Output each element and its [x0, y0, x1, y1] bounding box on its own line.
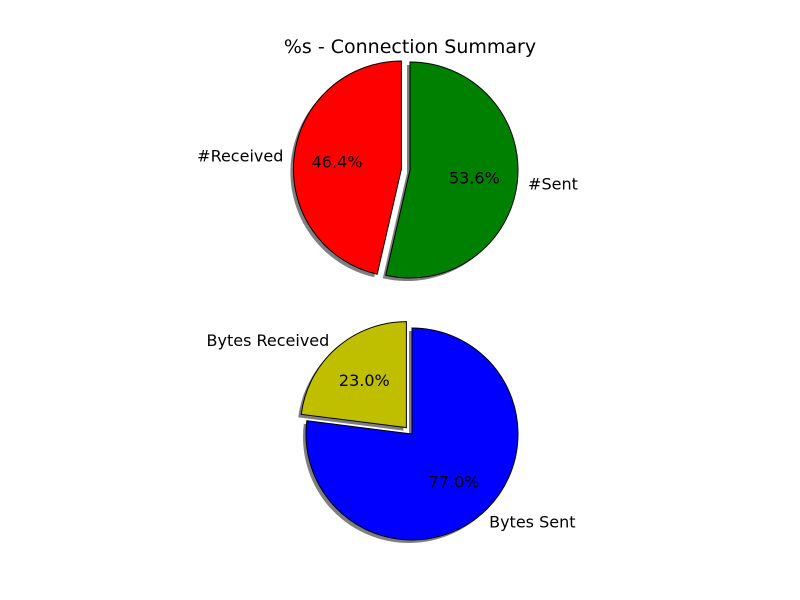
slice-pct-bytes-sent: 77.0%: [429, 473, 480, 492]
slice-received: [292, 60, 402, 275]
slice-bytes-sent: [305, 327, 519, 541]
pie-labels: #Received 46.4% #Sent 53.6%: [197, 147, 578, 194]
slice-sent: [385, 61, 519, 279]
slice-label-received: #Received: [197, 147, 283, 166]
slice-pct-bytes-received: 23.0%: [339, 371, 390, 390]
connection-count-pie: #Received 46.4% #Sent 53.6%: [197, 60, 578, 281]
slice-label-bytes-received: Bytes Received: [207, 331, 330, 350]
slice-bytes-received: [300, 321, 407, 429]
slice-label-bytes-sent: Bytes Sent: [489, 512, 575, 531]
slice-pct-sent: 53.6%: [449, 168, 500, 187]
bytes-pie: Bytes Received 23.0% Bytes Sent 77.0%: [207, 321, 576, 543]
slice-pct-received: 46.4%: [312, 153, 363, 172]
pie-slices: [300, 321, 519, 541]
chart-title: %s - Connection Summary: [284, 36, 536, 58]
slice-label-sent: #Sent: [528, 174, 578, 193]
pie-slices: [292, 60, 519, 279]
pie-labels: Bytes Received 23.0% Bytes Sent 77.0%: [207, 331, 576, 531]
